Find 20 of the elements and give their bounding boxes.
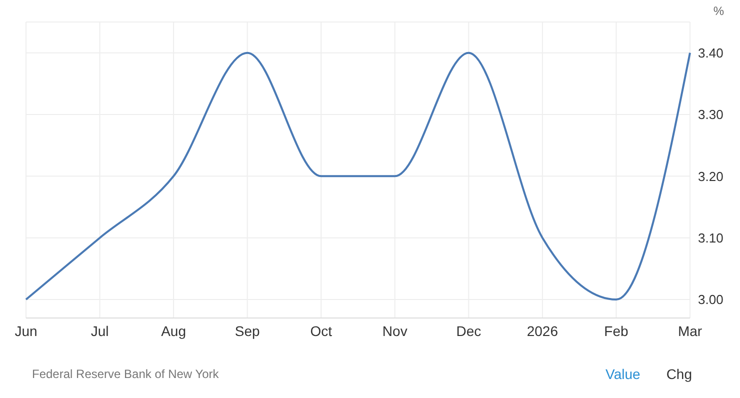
y-tick-label: 3.40 bbox=[698, 45, 724, 60]
x-tick-label: Dec bbox=[456, 322, 482, 339]
y-tick-label: 3.20 bbox=[698, 168, 724, 184]
text: Value bbox=[606, 366, 640, 382]
line-series bbox=[25, 52, 691, 300]
x-tick-label: Sep bbox=[234, 322, 260, 339]
y-tick-label: 3.10 bbox=[698, 230, 724, 246]
x-tick-label: Jul bbox=[90, 322, 109, 339]
y-tick-label: 3.30 bbox=[698, 107, 724, 122]
y-axis-title: % bbox=[713, 4, 724, 18]
x-tick-label: Oct bbox=[310, 322, 332, 339]
x-tick-label: Aug bbox=[161, 322, 186, 339]
text: Federal Reserve Bank of New York bbox=[32, 367, 219, 381]
text: Chg bbox=[666, 366, 692, 382]
x-tick-label: Jun bbox=[14, 322, 38, 339]
x-tick-label: Feb bbox=[604, 322, 628, 339]
x-tick-label: 2026 bbox=[526, 322, 558, 339]
x-tick-label: Mar bbox=[678, 322, 702, 339]
y-tick-label: 3.00 bbox=[698, 292, 724, 308]
x-tick-label: Nov bbox=[382, 322, 408, 339]
